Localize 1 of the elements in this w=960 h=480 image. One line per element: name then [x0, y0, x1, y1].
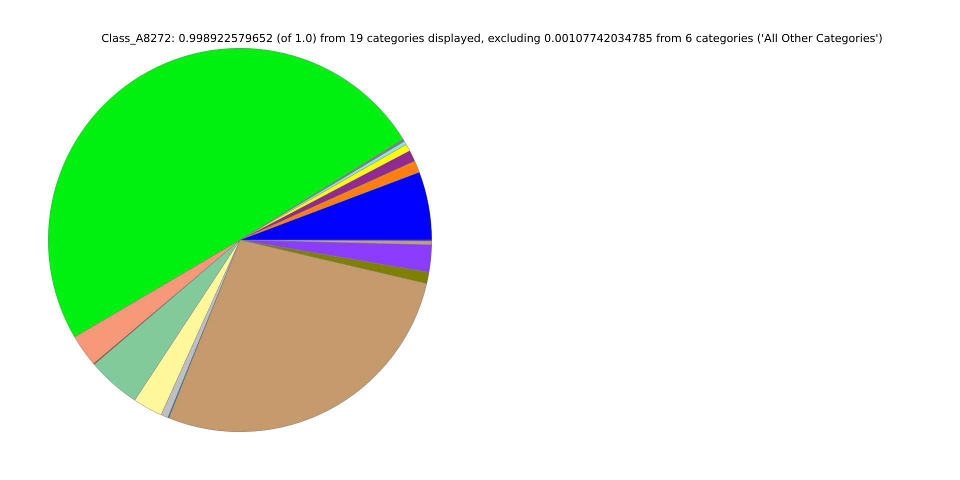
- text: Class_A8272: 0.998922579652 (of 1.0) from 19 categories displayed, excluding 0.00107742034785 from 6 categories ('All Other Categories'): [100, 32, 884, 45]
